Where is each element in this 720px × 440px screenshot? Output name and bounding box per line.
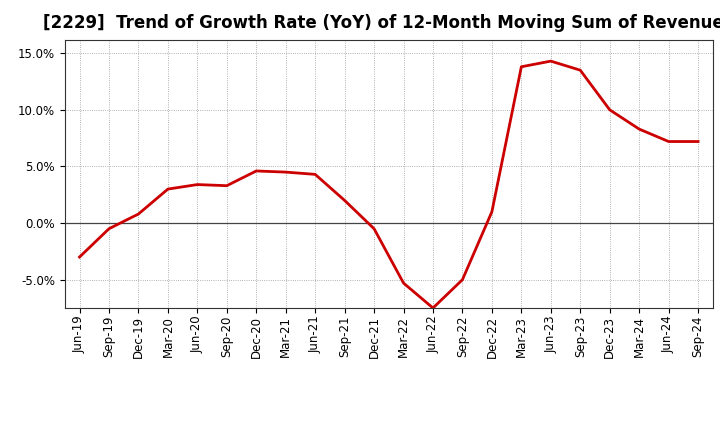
Title: [2229]  Trend of Growth Rate (YoY) of 12-Month Moving Sum of Revenues: [2229] Trend of Growth Rate (YoY) of 12-… (43, 15, 720, 33)
